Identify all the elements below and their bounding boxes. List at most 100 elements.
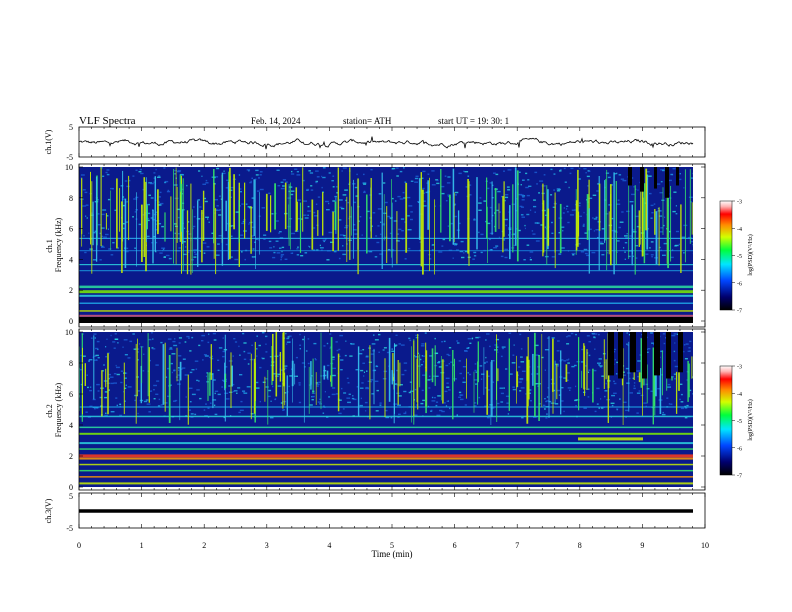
spectrogram-texture [110, 382, 114, 385]
spectrogram-texture [123, 339, 128, 341]
spectrogram-texture [316, 385, 319, 387]
spectrogram-texture [632, 255, 634, 257]
spectrogram-texture [521, 216, 525, 218]
spectrogram-texture [637, 189, 639, 191]
spectrogram-texture [581, 348, 584, 351]
spectrogram-texture [593, 336, 596, 338]
spectrogram-texture [167, 367, 170, 370]
spectrogram-texture [673, 359, 676, 362]
spectrogram-texture [95, 347, 99, 350]
ch1-waveform-panel: 5 -5 ch.1(V) [44, 123, 706, 162]
spectrogram-texture [282, 409, 285, 411]
spectrogram-texture [328, 202, 330, 205]
spectrogram-texture [560, 400, 564, 402]
spectrogram-texture [374, 256, 378, 258]
spectrogram-texture [353, 398, 357, 401]
spectrogram-texture [174, 399, 178, 402]
spectrogram-texture [216, 167, 220, 170]
spectrogram-texture [506, 186, 510, 188]
spectrogram-texture [348, 393, 351, 395]
spectrogram-texture [202, 242, 207, 244]
spectrogram-dark-patch [628, 167, 632, 186]
spectrogram-dark-patch [640, 167, 644, 192]
spectrogram-texture [414, 177, 419, 180]
spectrogram-texture [372, 212, 376, 214]
spectrogram-texture [344, 226, 348, 229]
spectrogram-texture [184, 246, 187, 248]
spectrogram-texture [447, 194, 450, 196]
spectrogram-texture [434, 205, 436, 207]
spectrogram-texture [360, 369, 364, 372]
spectrogram-texture [99, 259, 102, 261]
spectrogram-texture [332, 186, 335, 188]
spectrogram-texture [280, 181, 284, 183]
spectrogram-texture [390, 417, 393, 419]
spectrogram-texture [473, 251, 477, 254]
spectrogram-texture [692, 376, 693, 378]
spectrogram-texture [124, 180, 128, 182]
spectrogram-texture [613, 382, 617, 385]
spectrogram-texture [571, 252, 576, 255]
spectrogram-texture [163, 167, 166, 169]
spectrogram-texture [313, 342, 317, 345]
spectrogram-texture [105, 412, 107, 414]
spectrogram-texture [518, 381, 522, 383]
spectrogram-texture [633, 385, 636, 387]
spectrogram-texture [522, 196, 525, 198]
spectrogram-texture [650, 254, 654, 256]
spectrogram-texture [670, 173, 673, 176]
spectrogram-texture [298, 384, 301, 386]
spectrogram-texture [658, 215, 663, 217]
spectrogram-texture [409, 339, 412, 342]
spectrogram-texture [596, 190, 599, 192]
spectrogram-texture [265, 351, 268, 353]
spectrogram-texture [322, 167, 326, 169]
spectrogram-texture [140, 172, 144, 175]
spectrogram-texture [151, 242, 153, 244]
spectrogram-band [79, 426, 693, 429]
spectrogram-texture [541, 185, 546, 187]
spectrogram-texture [132, 216, 134, 218]
spectrogram-texture [446, 353, 449, 356]
spectrogram-texture [397, 404, 401, 406]
spectrogram-texture [193, 251, 196, 253]
spectrogram-texture [186, 184, 188, 187]
spectrogram-texture [520, 361, 525, 363]
spectrogram-texture [459, 394, 463, 396]
spectrogram-texture [223, 416, 226, 419]
spectrogram-texture [219, 209, 221, 211]
spectrogram-texture [315, 203, 318, 205]
spectrogram-texture [580, 361, 585, 363]
spectrogram-texture [485, 339, 487, 341]
spectrogram-texture [117, 342, 119, 344]
spectrogram-texture [222, 350, 226, 353]
spectrogram-texture [486, 417, 490, 419]
spectrogram-texture [286, 337, 290, 340]
spectrogram-texture [294, 168, 298, 170]
spectrogram-band [79, 264, 693, 266]
spectrogram-texture [172, 340, 176, 343]
spectrogram-texture [456, 340, 459, 342]
spectrogram-texture [606, 252, 609, 254]
spectrogram-texture [616, 240, 620, 242]
spectrogram-texture [478, 336, 481, 338]
spectrogram-texture [194, 253, 197, 255]
spectrogram-texture [569, 389, 571, 391]
spectrogram-texture [521, 199, 525, 201]
spectrogram-texture [495, 338, 499, 341]
spectrogram-texture [308, 245, 310, 247]
spectrogram-texture [355, 369, 360, 371]
spectrogram-texture [535, 240, 540, 242]
spectrogram-texture [285, 367, 287, 370]
spectrogram-texture [134, 211, 137, 213]
spectrogram-texture [501, 347, 505, 350]
spectrogram-texture [350, 343, 355, 345]
spectrogram-texture [529, 251, 534, 253]
spectrogram-texture [604, 395, 606, 398]
spectrogram-texture [213, 176, 216, 179]
spectrogram-texture [184, 227, 186, 229]
spectrogram-texture [346, 397, 351, 399]
spectrogram-texture [593, 369, 597, 372]
spectrogram-texture [255, 169, 259, 172]
spectrogram-texture [689, 340, 692, 343]
